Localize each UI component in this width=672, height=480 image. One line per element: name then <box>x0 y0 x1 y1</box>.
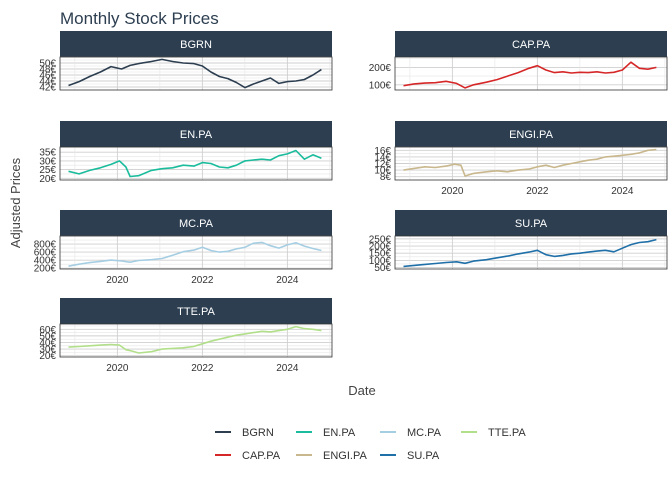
strip-label-engi-pa: ENGI.PA <box>509 129 553 141</box>
legend-item-su-pa: SU.PA <box>380 450 440 462</box>
legend-label: BGRN <box>242 427 274 439</box>
series-line-mc-pa <box>68 241 322 267</box>
strip-engi-pa <box>395 121 667 147</box>
y-tick-label-bgrn: 44€ <box>39 77 56 88</box>
panel-border-tte-pa <box>59 323 333 358</box>
chart-title: Monthly Stock Prices <box>60 9 219 28</box>
panel-border-cap-pa <box>394 56 668 91</box>
y-tick-label-engi-pa: 14€ <box>374 152 391 163</box>
legend-item-cap-pa: CAP.PA <box>215 450 281 462</box>
legend-item-en-pa: EN.PA <box>296 427 356 439</box>
x-axis-title: Date <box>348 383 375 398</box>
panel-bgrn: BGRN 42€44€46€48€50€ <box>39 31 333 94</box>
strip-su-pa <box>395 210 667 236</box>
panel-tte-pa: TTE.PA 20€30€40€50€60€ 2020 2022 2024 <box>39 298 333 374</box>
x-tick-label: 2020 <box>106 363 129 374</box>
x-tick-label: 2020 <box>441 186 464 197</box>
panel-mc-pa: MC.PA 200€400€600€800€ 2020 2022 2024 <box>34 210 333 286</box>
y-axis-title: Adjusted Prices <box>8 157 23 248</box>
y-tick-label-bgrn: 42€ <box>39 83 56 94</box>
y-tick-label-engi-pa: 8€ <box>380 172 392 183</box>
legend-item-engi-pa: ENGI.PA <box>296 450 367 462</box>
panel-cap-pa: CAP.PA 100€ 200€ <box>369 31 668 91</box>
series-line-engi-pa <box>403 148 657 177</box>
y-tick-label-cap-pa: 100€ <box>369 80 392 91</box>
strip-label-tte-pa: TTE.PA <box>177 306 215 318</box>
y-tick-label-engi-pa: 16€ <box>374 146 391 157</box>
y-tick-label-tte-pa: 50€ <box>39 331 56 342</box>
strip-cap-pa <box>395 31 667 57</box>
y-tick-label-en-pa: 20€ <box>39 174 56 185</box>
strip-en-pa <box>60 121 332 147</box>
y-tick-label-tte-pa: 40€ <box>39 338 56 349</box>
y-tick-label-tte-pa: 30€ <box>39 345 56 356</box>
legend-label: EN.PA <box>323 427 356 439</box>
panel-border-engi-pa <box>394 146 668 181</box>
y-tick-label-su-pa: 200€ <box>369 242 392 253</box>
legend-item-bgrn: BGRN <box>215 427 274 439</box>
y-tick-label-mc-pa: 600€ <box>34 248 57 259</box>
panel-border-bgrn <box>59 56 333 91</box>
x-tick-label: 2024 <box>276 363 299 374</box>
strip-label-su-pa: SU.PA <box>515 218 548 230</box>
strip-bgrn <box>60 31 332 57</box>
y-tick-label-tte-pa: 20€ <box>39 351 56 362</box>
panel-border-en-pa <box>59 146 333 181</box>
series-line-en-pa <box>68 149 322 178</box>
legend-item-mc-pa: MC.PA <box>380 427 442 439</box>
legend-item-tte-pa: TTE.PA <box>461 427 526 439</box>
y-tick-label-en-pa: 25€ <box>39 165 56 176</box>
y-tick-label-su-pa: 150€ <box>369 249 392 260</box>
legend: BGRN CAP.PA EN.PA ENGI.PA MC.PA SU.PA TTE.PA <box>215 427 526 462</box>
legend-label: CAP.PA <box>242 450 281 462</box>
y-tick-label-tte-pa: 60€ <box>39 325 56 336</box>
panel-su-pa: SU.PA 50€100€150€200€250€ <box>369 210 668 274</box>
series-line-cap-pa <box>403 61 657 89</box>
series-line-su-pa <box>403 238 657 268</box>
y-tick-label-en-pa: 30€ <box>39 156 56 167</box>
x-tick-label: 2022 <box>191 275 214 286</box>
legend-label: MC.PA <box>407 427 442 439</box>
strip-label-cap-pa: CAP.PA <box>512 39 551 51</box>
y-tick-label-mc-pa: 400€ <box>34 256 57 267</box>
series-line-bgrn <box>68 58 322 89</box>
facet-panels: BGRN42€44€46€48€50€CAP.PA100€200€EN.PA20… <box>34 31 668 374</box>
strip-label-bgrn: BGRN <box>180 39 212 51</box>
panel-en-pa: EN.PA 20€25€30€35€ <box>39 121 333 185</box>
y-tick-label-mc-pa: 200€ <box>34 264 57 275</box>
x-tick-label: 2024 <box>611 186 634 197</box>
strip-label-mc-pa: MC.PA <box>179 218 214 230</box>
panel-border-su-pa <box>394 235 668 270</box>
y-tick-label-engi-pa: 12€ <box>374 159 391 170</box>
x-tick-label: 2020 <box>106 275 129 286</box>
y-tick-label-en-pa: 35€ <box>39 148 56 159</box>
y-tick-label-bgrn: 46€ <box>39 71 56 82</box>
panel-border-mc-pa <box>59 235 333 270</box>
y-tick-label-su-pa: 50€ <box>374 263 391 274</box>
strip-mc-pa <box>60 210 332 236</box>
legend-label: SU.PA <box>407 450 440 462</box>
y-tick-label-su-pa: 100€ <box>369 256 392 267</box>
strip-label-en-pa: EN.PA <box>180 129 213 141</box>
y-tick-label-engi-pa: 10€ <box>374 166 391 177</box>
legend-label: ENGI.PA <box>323 450 367 462</box>
strip-tte-pa <box>60 298 332 324</box>
y-tick-label-bgrn: 50€ <box>39 59 56 70</box>
y-tick-label-mc-pa: 800€ <box>34 240 57 251</box>
series-line-tte-pa <box>68 325 322 354</box>
legend-label: TTE.PA <box>488 427 526 439</box>
panel-engi-pa: ENGI.PA 8€10€12€14€16€ 2020 2022 2024 <box>374 121 668 197</box>
y-tick-label-cap-pa: 200€ <box>369 63 392 74</box>
x-tick-label: 2022 <box>191 363 214 374</box>
x-tick-label: 2022 <box>526 186 549 197</box>
x-tick-label: 2024 <box>276 275 299 286</box>
y-tick-label-bgrn: 48€ <box>39 65 56 76</box>
y-tick-label-su-pa: 250€ <box>369 234 392 245</box>
